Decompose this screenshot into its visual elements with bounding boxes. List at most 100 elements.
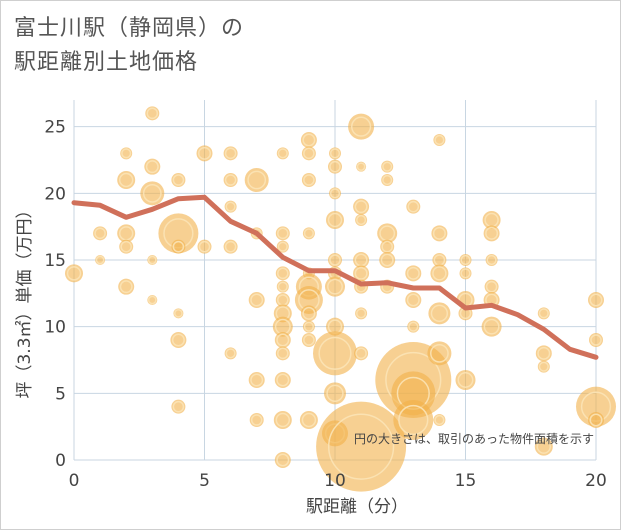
bubble [406,199,421,214]
bubble [485,254,498,266]
bubble-ring [434,134,445,146]
bubble-ring [460,254,471,266]
bubble [324,382,346,405]
bubble [249,413,264,427]
bubble [301,333,316,347]
x-axis-label: 駅距離（分） [306,497,408,517]
bubble-ring [275,412,291,428]
bubble [118,278,135,295]
bubble [589,333,603,347]
x-tick-label: 10 [324,471,346,491]
bubble-ring [277,267,289,280]
bubble [329,147,341,160]
bubble [325,276,345,297]
bubble [276,147,289,160]
bubble-ring [172,240,185,253]
bubble-ring [354,200,368,214]
bubble-ring [457,372,474,388]
bubble-ring [538,361,549,372]
bubble-ring [407,200,420,213]
bubble [93,226,108,241]
bubble [381,160,394,173]
y-tick-label: 10 [44,318,66,338]
bubble [455,370,476,390]
bubble-ring [432,266,447,281]
bubble-ring [350,116,372,137]
bubble-ring [460,268,471,279]
bubble [433,414,446,426]
bubble-ring [329,148,341,159]
bubble [120,147,133,160]
bubble-ring [118,172,134,188]
bubble-ring [302,133,316,147]
bubble [588,292,604,308]
bubble-ring [354,266,368,280]
bubble-ring [250,414,263,426]
bubble-ring [382,174,393,186]
bubble [274,332,291,348]
x-tick-label: 0 [69,471,80,491]
bubble [275,266,290,281]
bubble-ring [430,304,449,323]
bubble [147,295,158,305]
bubble-ring [119,280,133,294]
bubble [430,264,449,283]
bubble-ring [302,306,316,320]
bubble-ring [434,414,445,426]
bubble-ring [329,188,341,199]
bubble [274,372,291,388]
bubble [300,132,317,148]
bubble [224,347,237,360]
bubble-ring [430,343,449,363]
bubble [433,134,446,146]
bubble [171,399,186,414]
y-axis-label: 坪（3.3㎡）単価（万円） [15,201,35,398]
bubble-ring [198,240,211,253]
bubble-ring [276,453,290,467]
bubble-ring [276,333,290,347]
bubble [275,346,290,361]
bubble [299,411,318,429]
bubble [301,173,316,187]
bubble-ring [172,400,185,413]
bubble-ring [171,333,185,347]
bubble [407,320,420,333]
bubble [354,346,369,361]
bubble [171,173,186,187]
bubble-ring [120,240,132,253]
bubble [224,200,237,213]
bubble-ring [142,183,162,203]
bubble-ring [318,336,352,370]
bubble [329,187,341,200]
bubble-ring [174,308,183,318]
bubble [353,265,370,282]
bubble [380,239,395,254]
bubble-ring [66,266,82,281]
bubble [328,253,342,267]
bubble [171,239,186,254]
bubble-ring [406,293,420,307]
bubble [144,158,161,175]
bubble [405,292,422,308]
bubble [248,292,265,308]
bubble-ring [589,293,603,307]
y-tick-label: 15 [44,251,66,271]
bubble [534,437,553,456]
chart-title-line2: 駅距離別土地価格 [14,50,199,75]
bubble [431,225,448,242]
bubble [223,239,238,254]
bubble [535,345,552,362]
bubble-ring [172,174,185,186]
bubble-ring [277,227,289,240]
bubble-ring [303,321,314,332]
bubble-ring [485,280,498,293]
bubble-ring [224,240,237,253]
bubble [484,279,499,294]
y-tick-label: 25 [44,118,66,138]
bubble-ring [147,255,157,265]
bubble [119,239,134,254]
chart-title-line1: 富士川駅（静岡県）の [14,16,245,41]
bubble-ring [327,212,343,228]
bubble [588,412,604,428]
